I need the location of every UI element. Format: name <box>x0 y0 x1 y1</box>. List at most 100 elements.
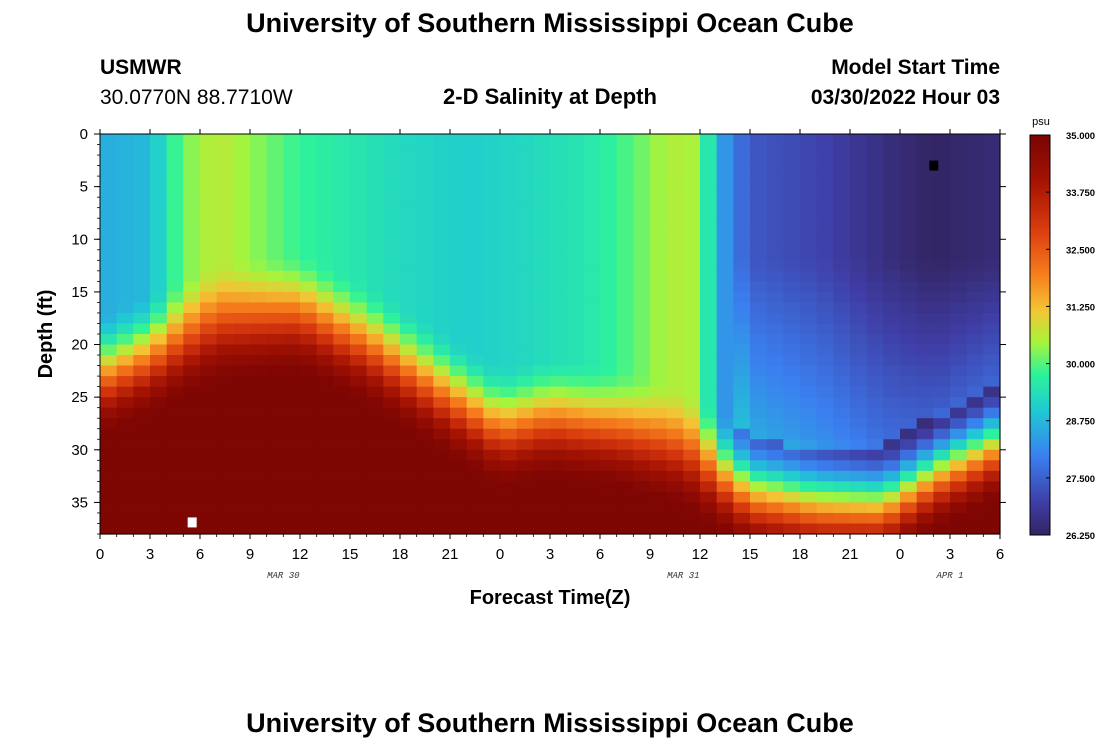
colorbar-segment <box>1030 385 1050 388</box>
colorbar-segment <box>1030 227 1050 230</box>
heatmap-cell <box>266 386 284 398</box>
colorbar-segment <box>1030 217 1050 220</box>
heatmap-cell <box>400 386 418 398</box>
heatmap-cell <box>566 428 584 440</box>
heatmap-cell <box>450 249 468 261</box>
colorbar-segment <box>1030 485 1050 488</box>
heatmap-cell <box>283 176 301 188</box>
heatmap-cell <box>550 470 568 482</box>
heatmap-cell <box>650 397 668 409</box>
heatmap-cell <box>150 218 168 230</box>
heatmap-cell <box>516 281 534 293</box>
heatmap-cell <box>566 302 584 314</box>
heatmap-cell <box>300 449 318 461</box>
colorbar-segment <box>1030 171 1050 174</box>
heatmap-cell <box>600 281 618 293</box>
heatmap-cell <box>716 197 734 209</box>
heatmap-cell <box>683 197 701 209</box>
date-label: MAR 30 <box>267 571 300 581</box>
heatmap-cell <box>883 502 901 514</box>
heatmap-cell <box>650 365 668 377</box>
heatmap-cell <box>133 291 151 304</box>
heatmap-cell <box>816 418 834 430</box>
colorbar-segment <box>1030 449 1050 452</box>
heatmap-cell <box>683 407 701 419</box>
heatmap-cell <box>916 144 934 156</box>
heatmap-cell <box>783 460 801 472</box>
heatmap-cell <box>450 491 468 504</box>
colorbar-segment <box>1030 361 1050 364</box>
heatmap-cell <box>116 312 134 325</box>
heatmap-cell <box>333 512 351 525</box>
heatmap-cell <box>550 197 568 209</box>
heatmap-cell <box>500 386 518 398</box>
heatmap-cell <box>516 418 534 430</box>
colorbar-segment <box>1030 531 1050 534</box>
heatmap-cell <box>416 491 434 504</box>
heatmap-cell <box>483 165 501 177</box>
heatmap-cell <box>383 365 401 377</box>
heatmap-cell <box>600 491 618 504</box>
heatmap-cell <box>633 481 651 493</box>
heatmap-cell <box>966 302 984 314</box>
heatmap-cell <box>366 428 384 440</box>
heatmap-cell <box>866 249 884 261</box>
heatmap-cell <box>300 439 318 451</box>
heatmap-cell <box>716 460 734 472</box>
colorbar-segment <box>1030 139 1050 142</box>
heatmap-cell <box>166 165 184 177</box>
heatmap-cell <box>150 397 168 409</box>
heatmap-cell <box>633 439 651 451</box>
heatmap-cell <box>100 186 118 198</box>
heatmap-cell <box>716 270 734 282</box>
heatmap-cell <box>600 176 618 188</box>
heatmap-cell <box>833 386 851 398</box>
heatmap-cell <box>450 407 468 419</box>
heatmap-cell <box>350 197 368 209</box>
heatmap-cell <box>533 165 551 177</box>
heatmap-cell <box>316 260 334 272</box>
heatmap-cell <box>766 428 784 440</box>
colorbar-segment <box>1030 447 1050 450</box>
heatmap-cell <box>616 281 634 293</box>
heatmap-cell <box>850 302 868 314</box>
heatmap-cell <box>566 376 584 388</box>
heatmap-cell <box>750 239 768 251</box>
colorbar-segment <box>1030 229 1050 232</box>
heatmap-cell <box>350 481 368 493</box>
colorbar-segment <box>1030 435 1050 438</box>
heatmap-cell <box>116 249 134 261</box>
heatmap-cell <box>283 365 301 377</box>
heatmap-cell <box>433 365 451 377</box>
heatmap-cell <box>850 134 868 146</box>
heatmap-cell <box>933 344 951 356</box>
heatmap-cell <box>550 281 568 293</box>
heatmap-cell <box>700 239 718 251</box>
heatmap-cell <box>200 239 218 251</box>
heatmap-cell <box>783 376 801 388</box>
heatmap-cell <box>500 291 518 304</box>
colorbar-segment <box>1030 241 1050 244</box>
colorbar-segment <box>1030 325 1050 328</box>
heatmap-cell <box>683 523 701 535</box>
heatmap-cell <box>300 460 318 472</box>
heatmap-cell <box>516 376 534 388</box>
heatmap-cell <box>350 334 368 346</box>
heatmap-cell <box>133 481 151 493</box>
heatmap-cell <box>600 228 618 240</box>
heatmap-cell <box>916 470 934 482</box>
heatmap-cell <box>750 355 768 367</box>
heatmap-cell <box>400 418 418 430</box>
heatmap-cell <box>466 186 484 198</box>
heatmap-cell <box>850 260 868 272</box>
heatmap-cell <box>950 134 968 146</box>
heatmap-cell <box>916 239 934 251</box>
heatmap-cell <box>800 281 818 293</box>
heatmap-cell <box>500 344 518 356</box>
heatmap-cell <box>116 302 134 314</box>
heatmap-cell <box>900 239 918 251</box>
heatmap-cell <box>733 449 751 461</box>
heatmap-cell <box>100 281 118 293</box>
heatmap-cell <box>700 386 718 398</box>
heatmap-cell <box>250 218 268 230</box>
